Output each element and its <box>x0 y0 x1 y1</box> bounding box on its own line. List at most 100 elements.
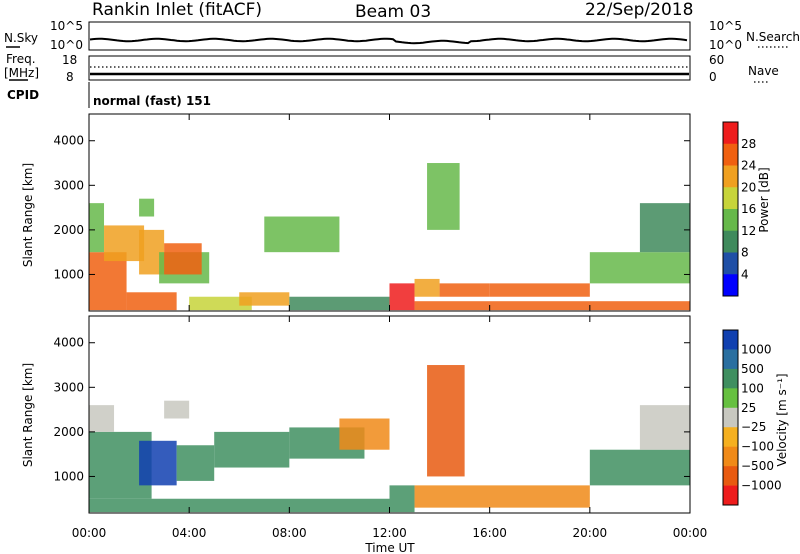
freq-unit: [MHz] <box>4 66 39 80</box>
y-tick-label: 4000 <box>53 336 84 350</box>
nsky-label: N.Sky <box>4 31 38 45</box>
power-cell <box>139 198 155 217</box>
colorbar-swatch <box>723 165 738 188</box>
colorbar-swatch <box>723 209 738 232</box>
velocity-cell <box>414 485 590 508</box>
y-tick-label: 2000 <box>53 425 84 439</box>
y-tick-label: 3000 <box>53 178 84 192</box>
x-tick-label: 04:00 <box>172 526 207 540</box>
nsearch-label: N.Search <box>746 30 800 44</box>
colorbar-swatch <box>723 388 738 409</box>
velocity-cell <box>214 431 290 468</box>
velocity-heatmap <box>89 365 690 513</box>
nsky-tick-bottom: 10^0 <box>50 38 83 52</box>
colorbar-tick-label: 500 <box>741 362 764 376</box>
velocity-y-axis-label: Slant Range [km] <box>21 363 35 467</box>
colorbar-swatch <box>723 427 738 447</box>
colorbar-swatch <box>723 368 738 389</box>
power-cell <box>164 243 202 275</box>
power-colorbar-label: Power [dB] <box>757 167 771 232</box>
nave-tick-bottom: 0 <box>709 70 717 84</box>
colorbar-tick-label: −100 <box>741 440 774 454</box>
power-cell <box>89 252 127 311</box>
colorbar-swatch <box>723 330 738 350</box>
nave-tick-top: 60 <box>709 53 724 67</box>
cpid-label: CPID <box>7 88 39 102</box>
power-cell <box>589 252 690 284</box>
y-tick-label: 4000 <box>53 134 84 148</box>
power-cell <box>289 296 390 311</box>
velocity-cell <box>339 418 390 450</box>
freq-panel-frame <box>88 55 691 81</box>
colorbar-swatch <box>723 187 738 210</box>
beam-title: Beam 03 <box>355 2 431 22</box>
x-tick-label: 00:00 <box>673 526 708 540</box>
power-cell <box>89 203 105 253</box>
velocity-cell <box>176 445 215 481</box>
colorbar-swatch <box>723 143 738 166</box>
velocity-colorbar: 1000 500 100 25 −25 −100 −500 −1000 <box>722 329 782 506</box>
velocity-cell <box>164 400 190 419</box>
velocity-cell <box>589 449 690 486</box>
colorbar-tick-label: 20 <box>741 180 756 194</box>
colorbar-tick-label: 25 <box>741 401 756 415</box>
power-cell <box>239 292 290 306</box>
colorbar-swatch <box>723 446 738 467</box>
power-heatmap <box>89 163 690 311</box>
nave-label: Nave <box>748 64 779 78</box>
power-axes: 1000 2000 3000 4000 <box>53 114 691 311</box>
x-tick-label: 12:00 <box>372 526 407 540</box>
date-title: 22/Sep/2018 <box>585 0 693 20</box>
power-cell <box>427 163 460 230</box>
power-cell <box>489 283 590 297</box>
nsearch-tick-top: 10^5 <box>709 19 742 33</box>
colorbar-swatch <box>723 349 738 370</box>
freq-tick-bottom: 8 <box>66 70 74 84</box>
power-cell <box>414 301 690 311</box>
freq-tick-top: 18 <box>62 53 77 67</box>
y-tick-label: 1000 <box>53 469 84 483</box>
x-tick-label: 08:00 <box>272 526 307 540</box>
colorbar-tick-label: −1000 <box>741 479 782 493</box>
x-tick-label: 00:00 <box>72 526 107 540</box>
colorbar-frame <box>722 121 739 297</box>
cpid-value: normal (fast) 151 <box>93 94 211 108</box>
power-cell <box>389 283 415 311</box>
station-title: Rankin Inlet (fitACF) <box>92 0 262 20</box>
x-axis-label: Time UT <box>364 541 415 554</box>
colorbar-tick-label: −500 <box>741 459 774 473</box>
power-cell <box>439 283 490 297</box>
colorbar-swatch <box>723 485 738 506</box>
time-axis: 00:00 04:00 08:00 12:00 16:00 20:00 00:00 <box>72 526 708 540</box>
power-cell <box>189 296 252 311</box>
power-colorbar: 28 24 20 16 12 8 4 <box>722 121 756 297</box>
colorbar-swatch <box>723 466 738 486</box>
colorbar-tick-label: 100 <box>741 381 764 395</box>
colorbar-tick-label: 4 <box>741 267 749 281</box>
colorbar-tick-label: 28 <box>741 137 756 151</box>
colorbar-tick-label: 1000 <box>741 342 772 356</box>
velocity-axes: 1000 2000 3000 4000 <box>53 316 691 513</box>
velocity-cell <box>139 440 177 486</box>
power-y-axis-label: Slant Range [km] <box>21 163 35 267</box>
colorbar-swatch <box>723 122 738 145</box>
velocity-cell <box>389 485 415 513</box>
velocity-cell <box>89 405 115 432</box>
colorbar-tick-label: 12 <box>741 224 756 238</box>
colorbar-tick-label: 24 <box>741 159 756 173</box>
x-tick-label: 20:00 <box>573 526 608 540</box>
power-cell <box>264 216 340 253</box>
y-tick-label: 3000 <box>53 380 84 394</box>
nsky-panel-frame <box>88 21 691 51</box>
nsearch-tick-bottom: 10^0 <box>709 38 742 52</box>
velocity-colorbar-label: Velocity [m s⁻¹] <box>775 373 789 466</box>
velocity-cell <box>639 405 690 450</box>
colorbar-frame <box>722 329 739 506</box>
colorbar-swatch <box>723 252 738 275</box>
colorbar-tick-label: 8 <box>741 246 749 260</box>
colorbar-swatch <box>723 407 738 428</box>
freq-label: Freq. <box>6 52 36 66</box>
velocity-cell <box>89 498 390 513</box>
y-tick-label: 2000 <box>53 223 84 237</box>
colorbar-tick-label: −25 <box>741 420 766 434</box>
